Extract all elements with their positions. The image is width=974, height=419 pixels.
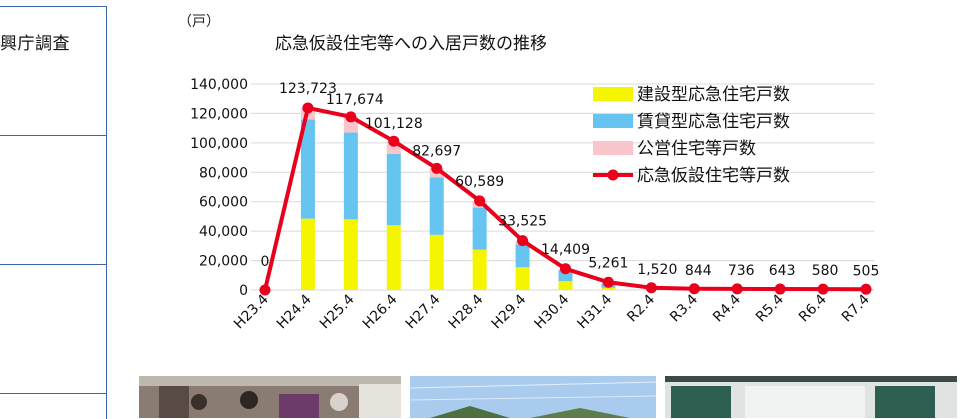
x-tick-label: H30.4 (532, 291, 573, 332)
x-tick-label: R2.4 (624, 291, 658, 325)
legend-item: 建設型応急住宅戸数 (593, 85, 790, 105)
photo-sky (410, 376, 656, 418)
bar-segment (430, 235, 444, 290)
x-tick-label: H24.4 (274, 291, 315, 332)
photo-classroom (139, 376, 401, 418)
x-tick-label: H28.4 (446, 291, 487, 332)
bar-segment (344, 133, 358, 220)
legend-swatch-marker (608, 170, 619, 181)
y-tick-label: 60,000 (199, 195, 248, 211)
legend-item: 公営住宅等戸数 (593, 139, 756, 159)
side-table: 興庁調査 (0, 6, 107, 419)
x-tick-label: R7.4 (839, 291, 873, 325)
y-tick-label: 20,000 (199, 254, 248, 270)
side-table-header: 興庁調査 (0, 29, 70, 54)
side-table-divider (0, 135, 106, 136)
data-label: 14,409 (541, 242, 590, 258)
legend-item: 応急仮設住宅等戸数 (593, 166, 790, 186)
data-label: 505 (853, 263, 880, 279)
line-point (388, 136, 399, 147)
photo-room (665, 376, 957, 418)
legend-swatch (593, 114, 633, 128)
legend-swatch (593, 141, 633, 155)
bar-segment (516, 244, 530, 267)
data-label: 736 (728, 263, 755, 279)
y-tick-label: 40,000 (199, 224, 248, 240)
legend-swatch (593, 87, 633, 101)
y-tick-label: 100,000 (190, 136, 248, 152)
data-label: 101,128 (365, 116, 423, 132)
bar-segment (387, 154, 401, 225)
y-tick-label: 140,000 (190, 77, 248, 93)
bar-segment (516, 267, 530, 290)
unit-label: （戸） (178, 14, 220, 30)
bar-segment (344, 219, 358, 290)
data-label: 33,525 (498, 214, 547, 230)
line-point (517, 235, 528, 246)
legend-label: 建設型応急住宅戸数 (637, 85, 790, 105)
legend-item: 賃貸型応急住宅戸数 (593, 112, 790, 132)
data-label: 60,589 (455, 174, 504, 190)
x-tick-label: H23.4 (231, 291, 272, 332)
x-tick-label: H31.4 (574, 291, 615, 332)
bar-segment (430, 177, 444, 234)
data-label: 5,261 (588, 255, 628, 271)
legend-label: 公営住宅等戸数 (637, 139, 756, 159)
data-label: 643 (769, 263, 796, 279)
x-tick-label: H27.4 (403, 291, 444, 332)
bar-segment (473, 208, 487, 250)
x-tick-label: H26.4 (360, 291, 401, 332)
side-table-divider (0, 393, 106, 394)
line-point (560, 263, 571, 274)
housing-occupancy-chart: （戸） 応急仮設住宅等への入居戸数の推移 0 20,000 40,000 60,000… (106, 0, 974, 370)
legend-label: 賃貸型応急住宅戸数 (637, 112, 790, 132)
data-label: 117,674 (326, 92, 384, 108)
line-point (646, 282, 657, 293)
bar-segment (473, 250, 487, 290)
line-point (302, 102, 313, 113)
x-tick-label: H25.4 (317, 291, 358, 332)
x-tick-label: R5.4 (753, 291, 787, 325)
y-tick-label: 120,000 (190, 106, 248, 122)
bar-segment (301, 219, 315, 290)
y-tick-label: 0 (239, 283, 248, 299)
bar-segment (559, 281, 573, 290)
y-axis: 0 20,000 40,000 60,000 80,000 100,000 120,000 1… (190, 77, 248, 299)
bar-segment (387, 225, 401, 290)
data-label: 580 (812, 263, 839, 279)
x-tick-label: R3.4 (667, 291, 701, 325)
line-point (345, 111, 356, 122)
line-point (474, 195, 485, 206)
chart-title: 応急仮設住宅等への入居戸数の推移 (275, 34, 547, 54)
data-label: 0 (261, 254, 270, 270)
side-table-divider (0, 264, 106, 265)
data-label: 82,697 (412, 143, 461, 159)
x-tick-label: R4.4 (710, 291, 744, 325)
line-point (431, 163, 442, 174)
legend-label: 応急仮設住宅等戸数 (637, 166, 790, 186)
line-point (603, 277, 614, 288)
x-tick-label: R6.4 (796, 291, 830, 325)
data-label: 844 (685, 263, 712, 279)
bar-segment (601, 288, 615, 290)
data-label: 1,520 (637, 262, 677, 278)
y-tick-label: 80,000 (199, 165, 248, 181)
x-tick-label: H29.4 (489, 291, 530, 332)
